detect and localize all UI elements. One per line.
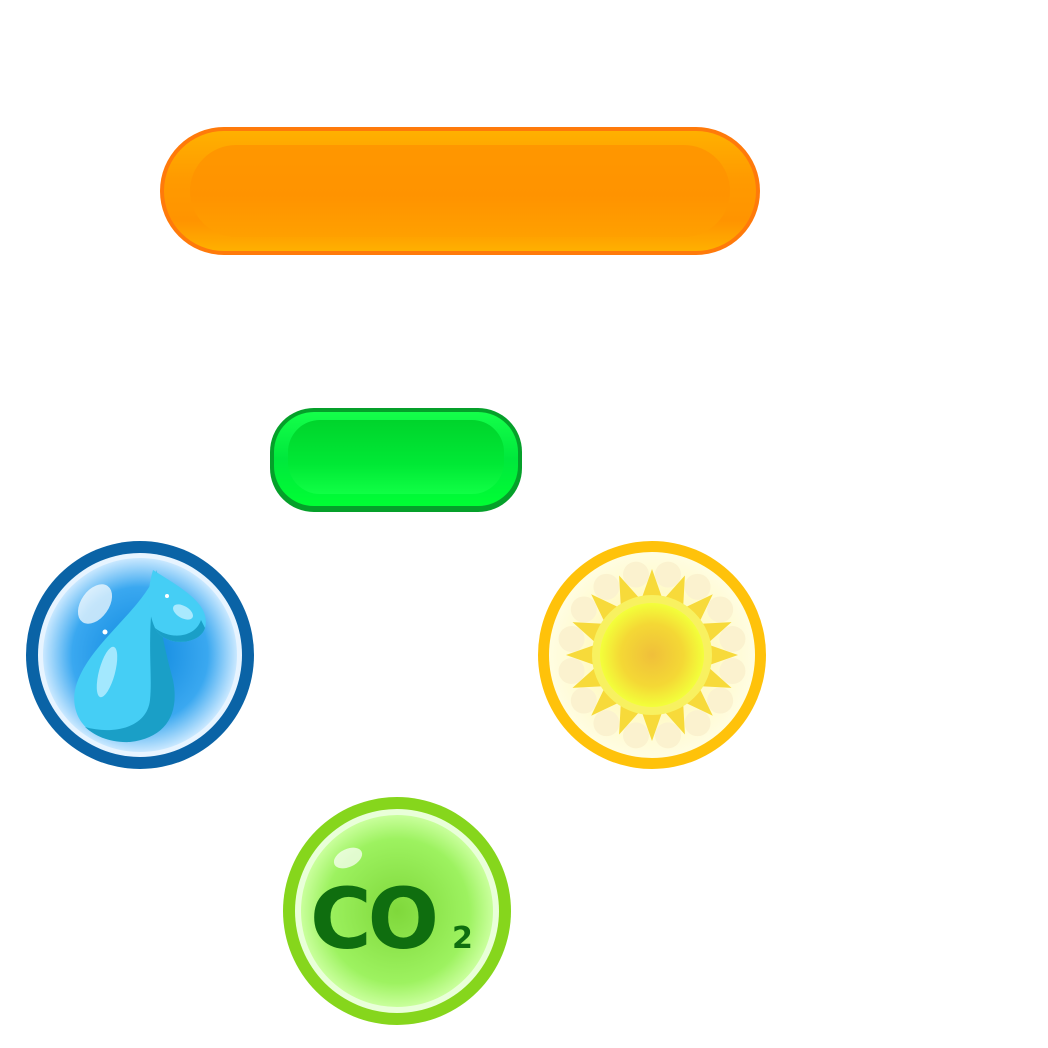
sun-icon — [538, 541, 766, 769]
sun-resource-button[interactable] — [537, 540, 767, 770]
green-pill-button-bevel — [274, 412, 518, 506]
sun-glow — [707, 596, 734, 623]
sun-glow — [719, 626, 746, 653]
sun-glow — [593, 710, 620, 737]
sun-glow — [558, 626, 585, 653]
sun-glow — [654, 561, 681, 588]
sun-glow — [558, 657, 585, 684]
co2-resource-button[interactable]: CO 2 — [282, 796, 512, 1026]
water-drop-icon — [26, 541, 254, 769]
green-pill-button-face — [288, 420, 504, 494]
sun-glow — [570, 596, 597, 623]
sun-glow — [707, 687, 734, 714]
sun-glow — [719, 657, 746, 684]
sun-glow — [570, 687, 597, 714]
green-pill-button[interactable] — [270, 408, 522, 512]
co2-label-subscript: 2 — [452, 921, 473, 956]
sun-glow — [684, 710, 711, 737]
water-resource-button[interactable] — [25, 540, 255, 770]
sun-glow — [593, 573, 620, 600]
sun-glow — [623, 561, 650, 588]
sun-glow — [684, 573, 711, 600]
sun-glow — [623, 722, 650, 749]
sun-glow — [654, 722, 681, 749]
orange-pill-button-bevel — [164, 131, 756, 251]
orange-pill-button[interactable] — [160, 127, 760, 255]
co2-label-main: CO — [310, 870, 436, 968]
orange-pill-button-face — [190, 145, 730, 237]
co2-icon: CO 2 — [283, 797, 511, 1025]
